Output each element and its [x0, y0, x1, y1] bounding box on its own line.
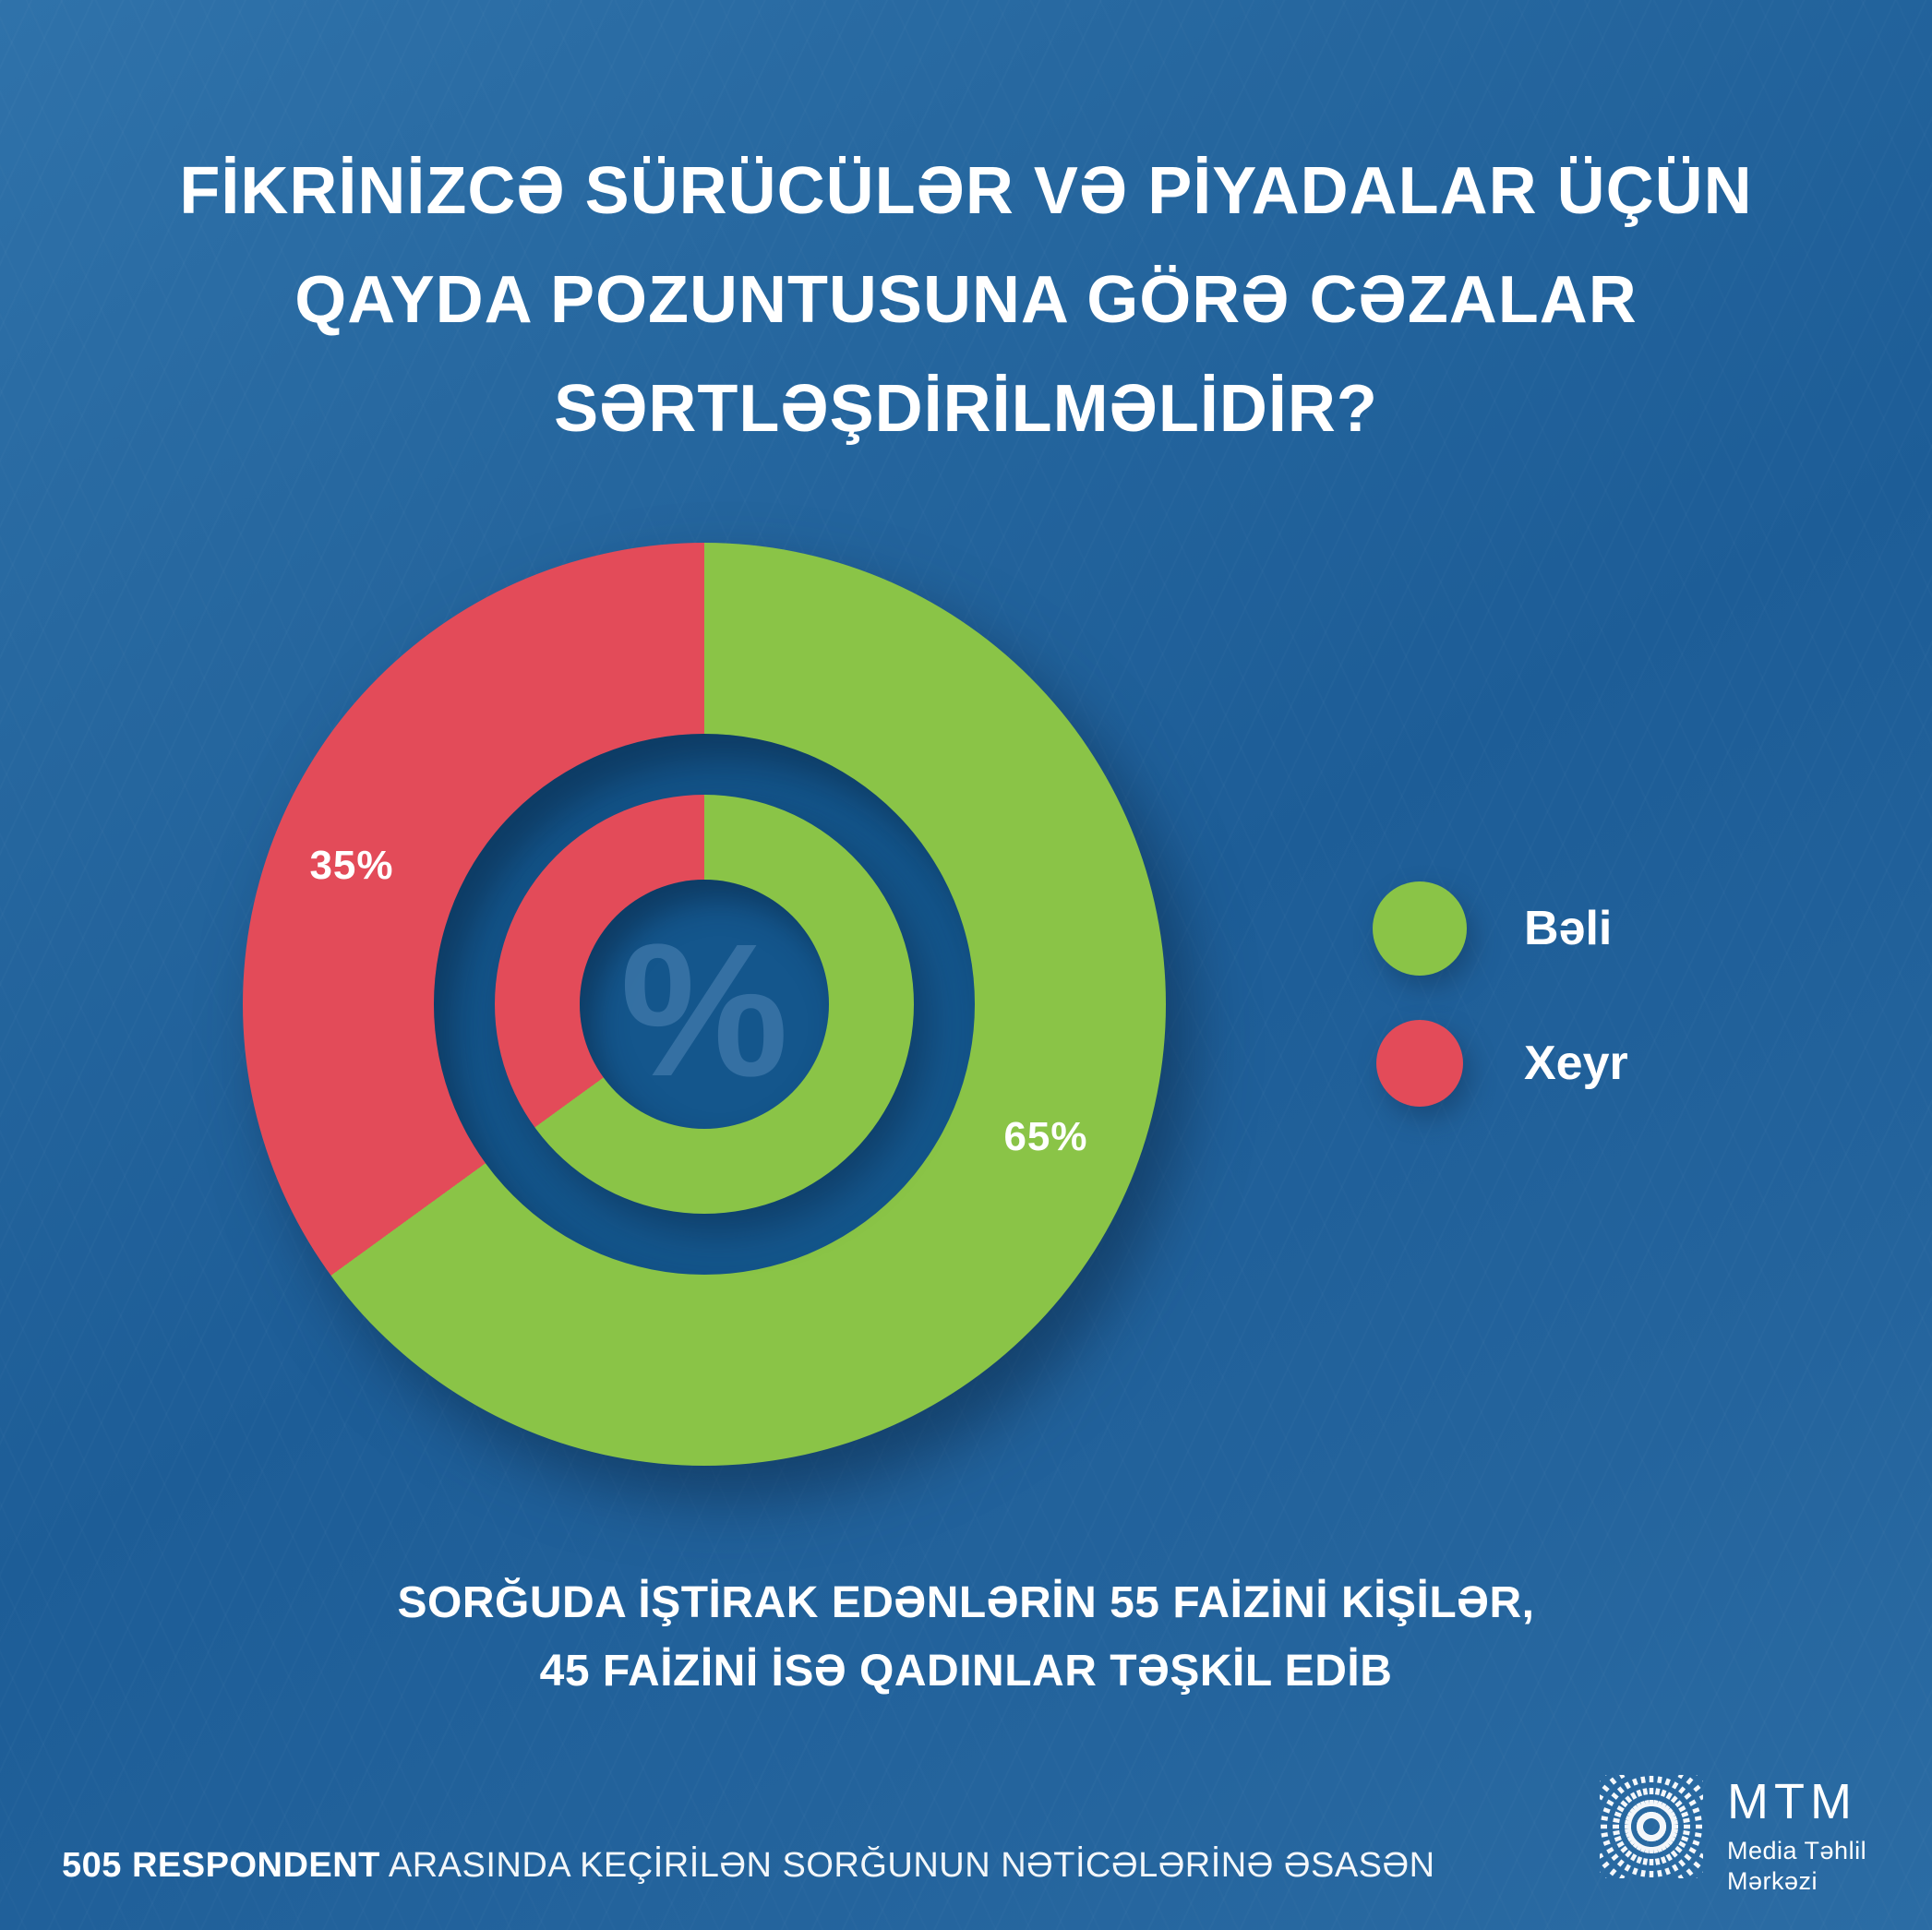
title-line-3: SƏRTLƏŞDİRİLMƏLİDİR?	[554, 372, 1378, 446]
subtitle-line-1: SORĞUDA İŞTİRAK EDƏNLƏRİN 55 FAİZİNİ KİŞ…	[397, 1578, 1535, 1627]
legend-swatch-beli-icon	[1373, 881, 1467, 976]
footer-note-text: ARASINDA KEÇİRİLƏN SORĞUNUN NƏTİCƏLƏRİNƏ…	[388, 1846, 1435, 1885]
title-line-1: FİKRİNİZCƏ SÜRÜCÜLƏR VƏ PİYADALAR ÜÇÜN	[179, 154, 1753, 228]
slice-label-beli: 65%	[1003, 1114, 1088, 1159]
footer-note: 505 RESPONDENT ARASINDA KEÇİRİLƏN SORĞUN…	[62, 1846, 1435, 1886]
mtm-logo-text: MTM Media Təhlil Mərkəzi	[1727, 1775, 1866, 1897]
starburst-icon	[1600, 1775, 1703, 1878]
mtm-logo: MTM Media Təhlil Mərkəzi	[1600, 1775, 1866, 1897]
slice-label-xeyr: 35%	[309, 843, 394, 888]
subtitle-line-2: 45 FAİZİNİ İSƏ QADINLAR TƏŞKİL EDİB	[539, 1647, 1393, 1696]
donut-center: %	[580, 880, 829, 1129]
subtitle: SORĞUDA İŞTİRAK EDƏNLƏRİN 55 FAİZİNİ KİŞ…	[0, 1569, 1932, 1706]
page-title: FİKRİNİZCƏ SÜRÜCÜLƏR VƏ PİYADALAR ÜÇÜN Q…	[0, 137, 1932, 463]
brand-sub-line-2: Mərkəzi	[1727, 1867, 1818, 1895]
brand-name: MTM	[1727, 1774, 1857, 1829]
legend-swatch-xeyr-icon	[1376, 1020, 1463, 1107]
footer-respondent-count: 505 RESPONDENT	[62, 1846, 380, 1885]
legend-item-xeyr: Xeyr	[1373, 1020, 1628, 1107]
title-line-2: QAYDA POZUNTUSUNA GÖRƏ CƏZALAR	[294, 263, 1638, 337]
percent-watermark-icon: %	[619, 904, 789, 1116]
brand-sub-line-1: Media Təhlil	[1727, 1837, 1867, 1864]
legend-label-xeyr: Xeyr	[1524, 1037, 1628, 1090]
donut-chart: % 35% 65%	[243, 543, 1166, 1466]
legend-item-beli: Bəli	[1373, 881, 1628, 976]
legend-label-beli: Bəli	[1524, 902, 1613, 955]
legend: Bəli Xeyr	[1373, 881, 1628, 1151]
